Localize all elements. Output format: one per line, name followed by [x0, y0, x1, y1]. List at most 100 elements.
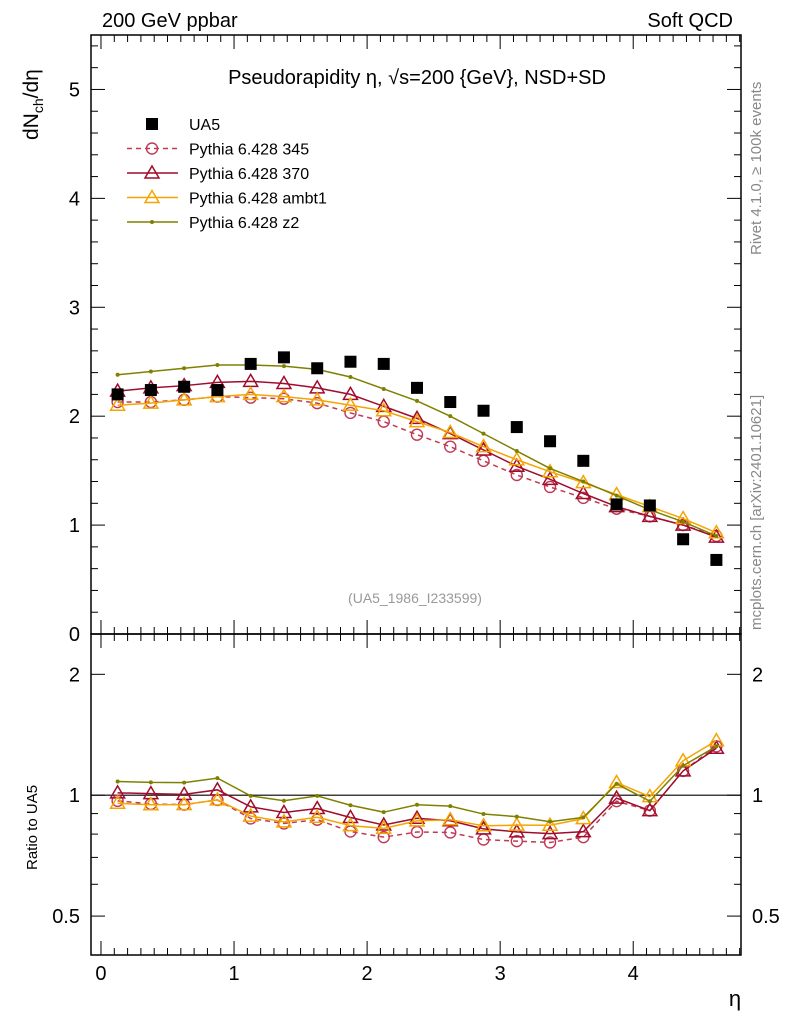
dot-marker [448, 414, 453, 419]
dot-marker [414, 802, 419, 807]
triangle-marker [142, 394, 160, 409]
triangle-marker [408, 812, 426, 827]
dot-marker [514, 814, 519, 819]
ua5-point [311, 362, 324, 375]
ratio-y-tick-label-right: 0.5 [752, 906, 780, 928]
ratio-y-tick-label: 0.5 [52, 906, 80, 928]
header-left: 200 GeV ppbar [102, 10, 238, 32]
triangle-marker [308, 808, 326, 824]
triangle-marker [441, 811, 459, 826]
ua5-point [178, 380, 191, 393]
triangle-marker [342, 396, 359, 412]
ua5-point [610, 498, 623, 511]
side-label-mcplots: mcplots.cern.ch [arXiv:2401.10621] [748, 395, 765, 630]
legend-label: Pythia 6.428 370 [189, 166, 309, 183]
ratio-y-tick-label-right: 1 [752, 785, 763, 807]
legend-label: Pythia 6.428 z2 [189, 215, 299, 232]
circle-marker [145, 142, 159, 155]
y-tick-label: 4 [69, 188, 80, 210]
triangle-marker [109, 794, 126, 810]
triangle-marker [408, 413, 426, 428]
triangle-marker [641, 507, 659, 523]
ua5-point [710, 553, 723, 566]
legend-label: Pythia 6.428 345 [189, 142, 309, 159]
legend-item: Pythia 6.428 z2 [127, 215, 299, 232]
triangle-marker [541, 470, 559, 486]
triangle-marker [375, 816, 393, 831]
circle-marker [377, 415, 390, 428]
circle-marker [444, 826, 457, 839]
ratio-y-tick-label: 2 [69, 664, 80, 686]
dot-marker [448, 804, 453, 809]
triangle-marker [408, 809, 426, 825]
x-tick-label: 4 [628, 963, 639, 985]
dot-marker [614, 493, 619, 498]
y-tick-label: 2 [69, 406, 80, 428]
dot-marker [150, 220, 154, 224]
triangle-marker [575, 823, 592, 838]
triangle-marker [209, 781, 226, 796]
x-tick-label: 3 [495, 963, 506, 985]
dot-marker [714, 533, 719, 538]
circle-marker [477, 454, 490, 468]
dot-marker [481, 812, 486, 817]
triangle-marker [408, 409, 426, 425]
legend-item: Pythia 6.428 370 [127, 164, 309, 183]
triangle-marker [475, 817, 492, 832]
ua5-point [277, 351, 290, 364]
dot-marker [215, 362, 220, 367]
dot-marker [548, 819, 553, 824]
y-tick-label: 5 [69, 79, 80, 101]
triangle-marker [143, 189, 161, 204]
ua5-point [244, 357, 257, 370]
triangle-marker [143, 164, 161, 179]
triangle-marker [375, 819, 393, 835]
triangle-marker [275, 804, 293, 819]
dot-marker [348, 803, 353, 808]
dot-marker [182, 366, 187, 371]
dot-marker [248, 793, 253, 798]
triangle-marker [308, 391, 326, 406]
ratio-y-tick-label: 1 [69, 785, 80, 807]
triangle-marker [608, 773, 625, 789]
dot-marker [414, 398, 419, 403]
ua5-point [643, 499, 656, 512]
ratio-series-pythia-6-428-370 [109, 739, 725, 840]
dot-marker [148, 369, 153, 374]
x-tick-label: 0 [95, 963, 106, 985]
triangle-marker [142, 796, 160, 811]
ratio-y-axis-label: Ratio to UA5 [24, 785, 41, 870]
legend-item: Pythia 6.428 ambt1 [127, 189, 327, 208]
side-label-rivet: Rivet 4.1.0, ≥ 100k events [748, 82, 765, 255]
triangle-marker [242, 385, 259, 401]
ratio-series-pythia-6-428-345 [111, 740, 723, 849]
dot-marker [182, 780, 187, 785]
triangle-marker [541, 825, 559, 840]
triangle-marker [375, 402, 393, 417]
circle-marker [344, 406, 357, 420]
x-tick-label: 2 [362, 963, 373, 985]
circle-marker [410, 428, 424, 441]
y-axis-label: dNch/dη [20, 69, 46, 140]
triangle-marker [475, 441, 492, 456]
ua5-point [510, 421, 523, 434]
y-tick-label: 1 [69, 515, 80, 537]
ua5-point [146, 118, 158, 130]
triangle-marker [608, 789, 625, 804]
dot-marker [281, 364, 286, 369]
triangle-marker [109, 784, 126, 799]
x-tick-label: 1 [228, 963, 239, 985]
triangle-marker [641, 802, 659, 817]
legend-label: Pythia 6.428 ambt1 [189, 191, 327, 208]
dot-marker [315, 793, 320, 798]
dot-marker [581, 479, 586, 484]
triangle-marker [475, 438, 492, 453]
ua5-point [377, 357, 390, 370]
triangle-marker [175, 796, 193, 811]
dot-marker [514, 449, 519, 454]
chart-title: Pseudorapidity η, √s=200 {GeV}, NSD+SD [228, 67, 606, 89]
dot-marker [681, 763, 686, 768]
ratio-line [117, 747, 717, 835]
ratio-frame [90, 633, 742, 956]
x-axis-label: η [729, 986, 741, 1011]
